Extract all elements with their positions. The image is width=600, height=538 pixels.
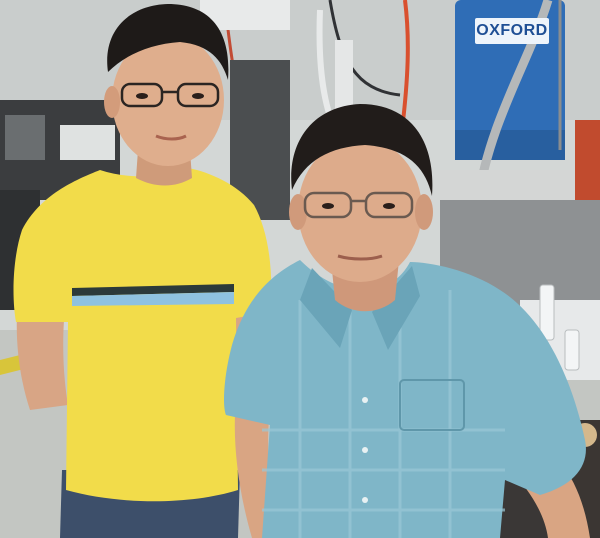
ear — [104, 86, 120, 118]
mouth — [155, 134, 187, 141]
ear — [289, 194, 307, 230]
shirt-button — [362, 497, 368, 503]
tank-brand-label: OXFORD — [475, 18, 549, 44]
face — [298, 138, 422, 282]
glasses-left-lens — [120, 82, 164, 108]
eye-right — [383, 203, 395, 209]
yellow-shirt — [13, 168, 272, 502]
person-left — [13, 4, 272, 538]
plaid-pattern — [262, 290, 505, 538]
shirt-button — [362, 397, 368, 403]
ear — [415, 194, 433, 230]
eye-right — [192, 93, 204, 99]
person-right — [224, 104, 590, 538]
white-pipe — [335, 40, 353, 120]
collar-right — [372, 266, 420, 350]
glass-beaker — [564, 329, 580, 371]
shirt-stripe-blue — [72, 292, 234, 306]
glasses-left-lens — [303, 191, 353, 219]
hair — [291, 104, 433, 196]
cryostat-base — [455, 130, 565, 160]
shirt-button — [362, 447, 368, 453]
eye-left — [322, 203, 334, 209]
collar-left — [300, 268, 352, 348]
equipment-box — [60, 125, 115, 160]
glasses-right-lens — [176, 82, 220, 108]
left-arm — [16, 300, 68, 410]
instrument-panel — [5, 115, 45, 160]
hair — [107, 4, 229, 80]
face — [112, 34, 224, 166]
eye-left — [136, 93, 148, 99]
mouth — [337, 254, 383, 261]
shirt-pocket — [399, 379, 465, 431]
lab-table-top — [430, 170, 600, 200]
orange-cable — [400, 0, 410, 131]
glass-bottle — [539, 284, 555, 341]
glasses-right-lens — [364, 191, 414, 219]
red-equipment — [575, 120, 600, 200]
